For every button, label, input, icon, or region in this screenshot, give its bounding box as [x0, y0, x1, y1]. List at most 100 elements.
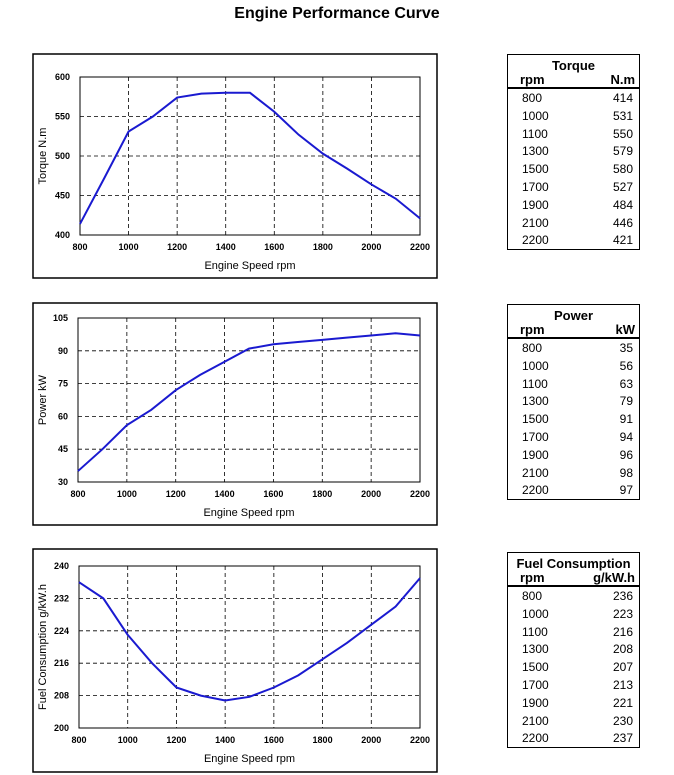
value-cell: 446: [612, 215, 633, 230]
table-row: 1900 484: [508, 196, 639, 214]
y-tick-label: 600: [55, 72, 70, 82]
rpm-cell: 1100: [522, 376, 548, 391]
x-tick-label: 1600: [264, 242, 284, 252]
column-header-value: g/kW.h: [593, 570, 635, 585]
x-axis-label: Engine Speed rpm: [204, 260, 295, 272]
y-tick-label: 75: [58, 379, 68, 389]
page-title: Engine Performance Curve: [234, 5, 440, 22]
rpm-cell: 2200: [522, 233, 549, 248]
table-row: 2200 97: [508, 481, 639, 499]
rpm-cell: 1300: [522, 394, 549, 409]
rpm-cell: 2100: [522, 215, 549, 230]
value-cell: 236: [612, 589, 633, 603]
column-header-rpm: rpm: [520, 322, 545, 337]
y-tick-label: 200: [54, 723, 69, 733]
table-row: 1300 208: [508, 640, 639, 658]
y-tick-label: 105: [53, 313, 68, 323]
x-tick-label: 1800: [313, 242, 333, 252]
chart-frame: [32, 302, 438, 526]
rpm-cell: 2100: [522, 465, 549, 480]
x-tick-label: 1800: [312, 489, 332, 499]
table-row: 2100 98: [508, 464, 639, 482]
y-axis-label: Fuel Consumption g/kW.h: [37, 584, 49, 710]
table-row: 2200 237: [508, 729, 639, 747]
table-row: 1500 580: [508, 160, 639, 178]
value-cell: 216: [612, 624, 633, 639]
value-cell: 414: [612, 91, 633, 105]
table-row: 1500 207: [508, 658, 639, 676]
column-header-rpm: rpm: [520, 570, 545, 585]
rpm-cell: 1500: [522, 412, 549, 427]
value-cell: 213: [612, 677, 633, 692]
table-row: 1100 550: [508, 125, 639, 143]
rpm-cell: 1900: [522, 197, 549, 212]
table-row: 1900 221: [508, 694, 639, 712]
chart-frame: [32, 53, 438, 279]
x-tick-label: 800: [71, 735, 86, 745]
y-tick-label: 232: [54, 593, 69, 603]
rpm-cell: 1000: [522, 358, 549, 373]
table-header: Power rpm kW: [508, 305, 639, 339]
table-row: 1300 79: [508, 392, 639, 410]
rpm-cell: 1000: [522, 606, 549, 621]
y-tick-label: 240: [54, 561, 69, 571]
rpm-cell: 1300: [522, 642, 549, 657]
x-tick-label: 2000: [361, 489, 381, 499]
x-tick-label: 1800: [313, 735, 333, 745]
y-tick-label: 224: [54, 626, 69, 636]
value-cell: 230: [612, 713, 633, 728]
table-row: 1000 223: [508, 605, 639, 623]
y-tick-label: 90: [58, 346, 68, 356]
y-tick-label: 208: [54, 691, 69, 701]
x-tick-label: 2000: [361, 735, 381, 745]
x-tick-label: 800: [70, 489, 85, 499]
value-cell: 208: [612, 642, 633, 657]
column-header-value: kW: [615, 322, 636, 337]
value-cell: 56: [619, 358, 633, 373]
value-cell: 527: [612, 179, 633, 194]
table-row: 1000 56: [508, 357, 639, 375]
x-tick-label: 1400: [216, 242, 236, 252]
table-row: 1300 579: [508, 142, 639, 160]
rpm-cell: 2100: [522, 713, 549, 728]
rpm-cell: 1000: [522, 108, 549, 123]
rpm-cell: 1700: [522, 429, 549, 444]
value-cell: 91: [619, 412, 633, 427]
x-tick-label: 2000: [361, 242, 381, 252]
y-tick-label: 450: [55, 191, 70, 201]
value-cell: 421: [612, 233, 633, 248]
value-cell: 35: [619, 341, 633, 355]
value-cell: 98: [619, 465, 633, 480]
table-title: Power: [553, 308, 593, 323]
table-row: 1100 63: [508, 375, 639, 393]
rpm-cell: 800: [522, 589, 543, 603]
x-tick-label: 1200: [167, 242, 187, 252]
y-tick-label: 30: [58, 477, 68, 487]
x-tick-label: 1000: [117, 489, 137, 499]
value-cell: 221: [612, 695, 633, 710]
value-cell: 580: [612, 162, 633, 177]
value-cell: 94: [619, 429, 633, 444]
rpm-cell: 1900: [522, 695, 549, 710]
rpm-cell: 2200: [522, 483, 549, 498]
rpm-cell: 800: [522, 91, 543, 105]
value-cell: 579: [612, 144, 633, 159]
x-tick-label: 1400: [215, 735, 235, 745]
rpm-cell: 1500: [522, 162, 549, 177]
table-row: 800 35: [508, 339, 639, 357]
table-row: 800 414: [508, 89, 639, 107]
table-row: 1100 216: [508, 623, 639, 641]
y-tick-label: 216: [54, 658, 69, 668]
plot-area: [78, 565, 421, 729]
x-tick-label: 1600: [263, 489, 283, 499]
x-tick-label: 1400: [215, 489, 235, 499]
column-header-rpm: rpm: [520, 72, 545, 87]
x-tick-label: 1000: [119, 242, 139, 252]
x-tick-label: 1000: [118, 735, 138, 745]
value-cell: 79: [619, 394, 633, 409]
column-header-value: N.m: [610, 72, 635, 87]
value-cell: 63: [619, 376, 633, 391]
y-tick-label: 500: [55, 151, 70, 161]
data-table: Torque rpm N.m 800 414 1000 531 1100 550…: [507, 54, 640, 251]
